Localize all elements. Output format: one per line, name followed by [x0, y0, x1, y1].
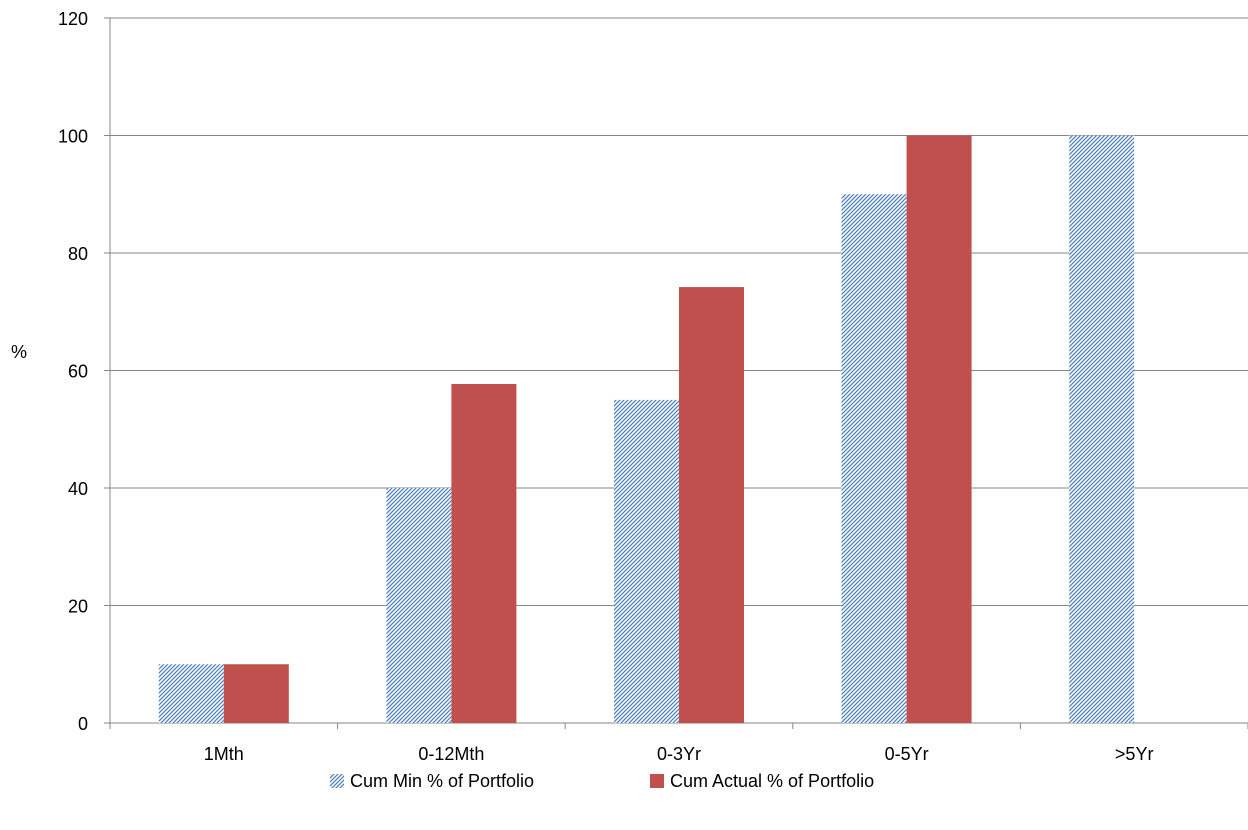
y-tick-label: 120 — [58, 9, 88, 29]
y-axis-label: % — [11, 342, 27, 362]
x-tick-label: >5Yr — [1115, 744, 1154, 764]
x-tick-label: 0-5Yr — [885, 744, 929, 764]
y-tick-label: 20 — [68, 597, 88, 617]
bar-cum-min — [841, 194, 907, 723]
bar-cum-actual — [679, 287, 744, 723]
legend-swatch — [650, 774, 664, 788]
y-tick-label: 40 — [68, 479, 88, 499]
bar-cum-min — [158, 664, 224, 723]
bar-cum-min — [614, 399, 679, 723]
x-tick-label: 1Mth — [204, 744, 244, 764]
legend-swatch — [330, 774, 344, 788]
y-tick-label: 0 — [78, 714, 88, 734]
y-tick-label: 100 — [58, 127, 88, 147]
x-tick-label: 0-12Mth — [418, 744, 484, 764]
bar-cum-actual — [906, 135, 972, 723]
bar-cum-min — [386, 488, 452, 723]
bar-cum-min — [1069, 135, 1135, 723]
legend-label: Cum Min % of Portfolio — [350, 771, 534, 791]
y-tick-label: 60 — [68, 362, 88, 382]
x-tick-label: 0-3Yr — [657, 744, 701, 764]
legend-label: Cum Actual % of Portfolio — [670, 771, 874, 791]
y-tick-label: 80 — [68, 244, 88, 264]
bar-cum-actual — [451, 384, 517, 723]
bar-cum-actual — [223, 664, 289, 723]
